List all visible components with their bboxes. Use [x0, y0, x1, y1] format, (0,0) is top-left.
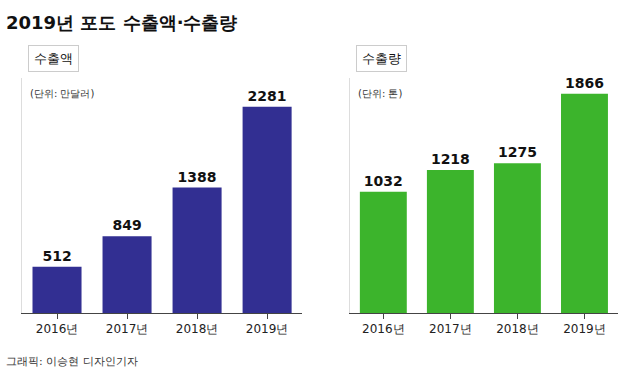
svg-text:1388: 1388: [178, 169, 217, 185]
svg-text:(단위: 톤): (단위: 톤): [358, 88, 402, 99]
svg-text:2016년: 2016년: [36, 322, 79, 336]
svg-text:수출량: 수출량: [362, 51, 401, 66]
svg-text:(단위: 만달러): (단위: 만달러): [30, 88, 94, 99]
svg-text:2019년 포도 수출액·수출량: 2019년 포도 수출액·수출량: [6, 12, 237, 33]
svg-text:849: 849: [112, 217, 141, 233]
svg-text:2019년: 2019년: [563, 322, 606, 336]
svg-text:2017년: 2017년: [429, 322, 472, 336]
svg-text:1218: 1218: [431, 151, 470, 167]
svg-text:2016년: 2016년: [362, 322, 405, 336]
svg-text:그래픽: 이승현 디자인기자: 그래픽: 이승현 디자인기자: [6, 355, 138, 368]
svg-text:1275: 1275: [498, 144, 537, 160]
svg-text:2018년: 2018년: [176, 322, 219, 336]
svg-text:1866: 1866: [565, 75, 604, 91]
svg-text:2281: 2281: [248, 88, 287, 104]
svg-text:1032: 1032: [364, 173, 403, 189]
svg-text:2017년: 2017년: [106, 322, 149, 336]
svg-text:512: 512: [42, 248, 71, 264]
svg-text:2018년: 2018년: [496, 322, 539, 336]
svg-text:수출액: 수출액: [34, 51, 73, 66]
svg-text:2019년: 2019년: [246, 322, 289, 336]
